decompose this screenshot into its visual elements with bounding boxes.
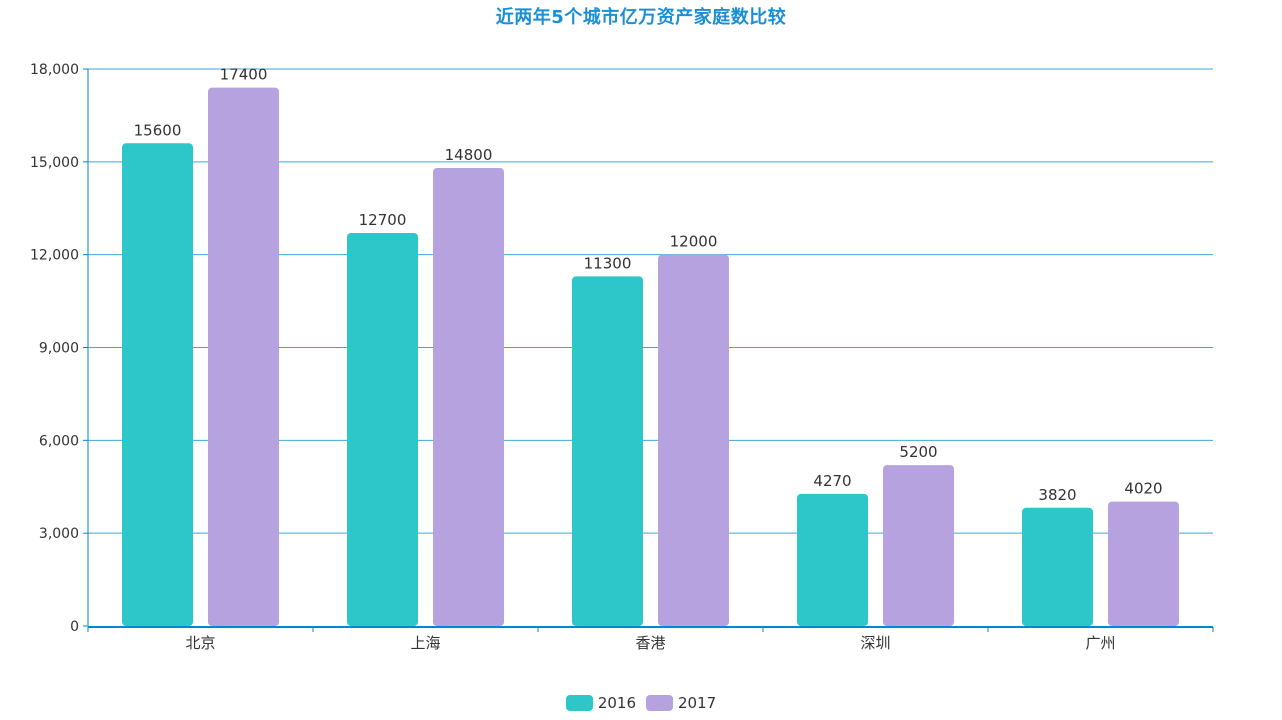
data-label: 17400 [220,66,268,84]
y-tick-label: 9,000 [39,341,79,357]
x-tick-label: 广州 [1085,634,1115,652]
bar-2016-3[interactable] [797,493,868,626]
bar-2017-0[interactable] [208,87,279,627]
y-tick-label: 6,000 [39,433,79,449]
data-label: 5200 [899,443,937,461]
x-tick-label: 北京 [185,634,215,652]
y-tick-label: 0 [70,619,79,635]
legend-label-2017: 2017 [678,694,717,712]
data-label: 15600 [134,121,182,139]
x-tick-label: 深圳 [860,634,890,652]
legend-item-2016[interactable]: 2016 [565,694,636,712]
legend-swatch-2016 [565,695,593,711]
data-labels: 15600 17400 12700 14800 11300 12000 4270 5200 38… [134,66,1163,504]
y-tick-label: 12,000 [30,248,79,264]
bar-2017-1[interactable] [433,168,504,626]
legend-item-2017[interactable]: 2017 [646,694,716,712]
legend-swatch-2017 [646,695,673,711]
bar-2016-0[interactable] [122,143,193,626]
data-label: 12000 [670,233,718,251]
bar-chart: 0 3,000 6,000 9,000 12,000 15,000 18,000 北京 上海 香港… [30,62,1214,652]
y-tick-label: 3,000 [39,526,79,542]
data-label: 3820 [1038,486,1076,504]
data-label: 12700 [359,211,407,229]
data-label: 14800 [445,146,493,164]
axes: 0 3,000 6,000 9,000 12,000 15,000 18,000 北京 上海 香港… [30,62,1214,652]
bar-2017-2[interactable] [658,254,729,626]
bar-2016-1[interactable] [347,233,418,626]
bar-2016-4[interactable] [1022,507,1093,626]
x-tick-label: 上海 [410,634,440,652]
legend: 2016 2017 [0,694,1282,712]
bar-2016-2[interactable] [572,276,643,626]
legend-label-2016: 2016 [597,694,636,712]
data-label: 11300 [584,254,632,272]
y-tick-label: 15,000 [30,155,79,171]
data-label: 4270 [813,472,851,490]
chart-title: 近两年5个城市亿万资产家庭数比较 [495,7,787,28]
data-label: 4020 [1124,480,1162,498]
x-tick-label: 香港 [635,634,665,652]
bar-2017-3[interactable] [883,465,954,626]
bar-2017-4[interactable] [1108,501,1179,626]
bars [122,87,1179,627]
y-tick-label: 18,000 [30,62,79,78]
